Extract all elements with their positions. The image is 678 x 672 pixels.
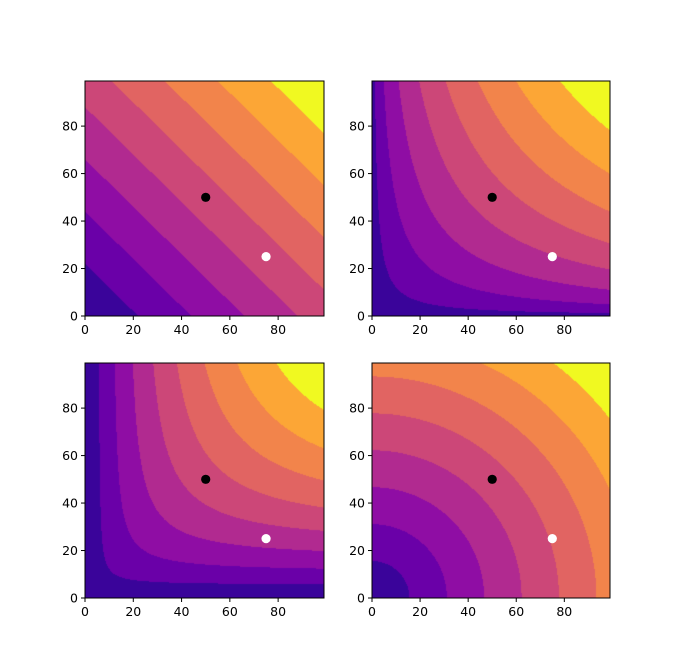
x-tick-label: 60 <box>508 322 524 337</box>
y-tick-label: 60 <box>349 166 365 181</box>
y-tick-label: 40 <box>349 214 365 229</box>
axes-frame <box>84 362 325 599</box>
black-point-marker <box>201 192 211 202</box>
x-tick-label: 60 <box>222 322 238 337</box>
x-tick-label: 0 <box>81 604 89 619</box>
y-tick-label: 20 <box>62 261 78 276</box>
white-point-marker <box>261 252 271 262</box>
contour-panel-top-left: 0 20 40 60 80 0 20 40 60 80 <box>62 80 325 337</box>
y-tick-label: 0 <box>70 309 78 324</box>
x-tick-label: 80 <box>270 604 286 619</box>
y-tick-label: 80 <box>349 119 365 134</box>
x-tick-label: 20 <box>125 604 141 619</box>
x-tick-label: 40 <box>460 322 476 337</box>
y-tick-label: 0 <box>70 591 78 606</box>
y-tick-label: 40 <box>62 496 78 511</box>
x-tick-label: 40 <box>460 604 476 619</box>
y-tick-label: 0 <box>357 591 365 606</box>
white-point-marker <box>547 252 557 262</box>
x-tick-label: 20 <box>412 604 428 619</box>
white-point-marker <box>261 534 271 544</box>
y-tick-label: 20 <box>62 543 78 558</box>
x-tick-label: 0 <box>368 322 376 337</box>
contour-panel-bottom-right: 0 20 40 60 80 0 20 40 60 80 <box>349 362 611 619</box>
y-tick-label: 80 <box>62 401 78 416</box>
y-tick-label: 80 <box>62 119 78 134</box>
black-point-marker <box>201 474 211 484</box>
black-point-marker <box>487 192 497 202</box>
x-tick-label: 80 <box>556 322 572 337</box>
y-tick-label: 20 <box>349 543 365 558</box>
y-tick-label: 40 <box>62 214 78 229</box>
y-tick-label: 0 <box>357 309 365 324</box>
y-tick-label: 40 <box>349 496 365 511</box>
black-point-marker <box>487 474 497 484</box>
axes-frame <box>371 362 611 599</box>
contour-panel-bottom-left: 0 20 40 60 80 0 20 40 60 80 <box>62 362 325 619</box>
y-tick-label: 60 <box>349 448 365 463</box>
x-tick-label: 60 <box>508 604 524 619</box>
x-tick-label: 40 <box>174 322 190 337</box>
x-tick-label: 0 <box>368 604 376 619</box>
y-tick-label: 60 <box>62 166 78 181</box>
axes-frame <box>84 80 325 317</box>
y-tick-label: 80 <box>349 401 365 416</box>
x-tick-label: 20 <box>125 322 141 337</box>
y-tick-label: 20 <box>349 261 365 276</box>
contour-panel-top-right: 0 20 40 60 80 0 20 40 60 80 <box>349 80 611 337</box>
axes-frame <box>371 80 611 317</box>
x-tick-label: 60 <box>222 604 238 619</box>
y-tick-label: 60 <box>62 448 78 463</box>
x-tick-label: 20 <box>412 322 428 337</box>
x-tick-label: 80 <box>270 322 286 337</box>
white-point-marker <box>547 534 557 544</box>
x-tick-label: 40 <box>174 604 190 619</box>
x-tick-label: 0 <box>81 322 89 337</box>
x-tick-label: 80 <box>556 604 572 619</box>
